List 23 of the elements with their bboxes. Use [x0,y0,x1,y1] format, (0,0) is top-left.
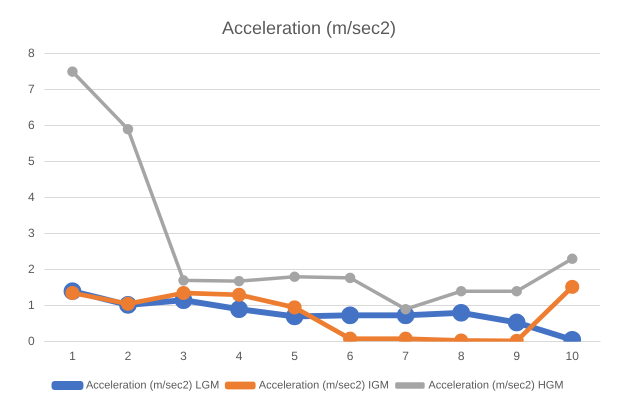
y-tick-label: 4 [28,190,35,204]
x-tick-label: 10 [566,349,580,364]
y-tick-label: 0 [28,334,35,348]
legend-label: Acceleration (m/sec2) LGM [86,380,220,392]
x-tick-label: 2 [124,349,132,364]
y-tick-label: 5 [28,154,35,168]
x-tick-label: 4 [236,349,243,364]
x-tick-label: 8 [458,349,465,364]
x-tick-label: 7 [402,349,410,364]
y-tick-label: 2 [28,262,35,276]
x-tick-label: 9 [513,349,520,364]
x-tick-label: 1 [69,349,76,364]
y-tick-label: 8 [28,46,35,60]
y-tick-label: 6 [28,118,35,132]
x-tick-label: 3 [180,349,188,364]
x-tick-label: 6 [346,349,354,364]
legend-label: Acceleration (m/sec2) HGM [428,380,564,392]
y-tick-label: 1 [28,298,35,312]
y-tick-label: 7 [28,82,35,96]
legend-label: Acceleration (m/sec2) IGM [258,380,389,392]
y-tick-label: 3 [28,226,35,240]
x-tick-label: 5 [291,349,298,364]
chart-title: Acceleration (m/sec2) [222,18,396,38]
